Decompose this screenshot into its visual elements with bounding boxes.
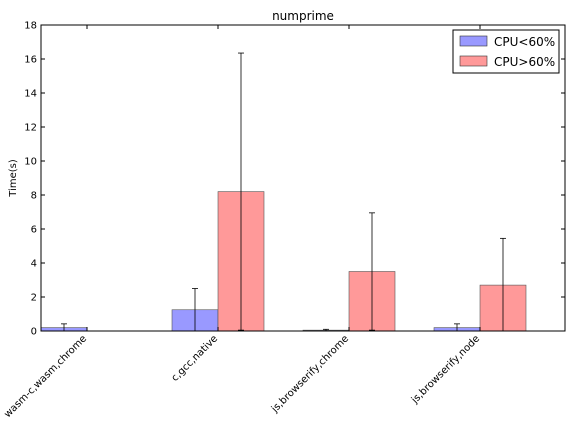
y-tick-label: 12 xyxy=(24,123,37,134)
y-tick-label: 0 xyxy=(31,327,37,338)
y-tick-label: 14 xyxy=(24,89,37,100)
legend-label-cpu-high: CPU>60% xyxy=(494,55,555,69)
x-tick-label-js-browserify-node: js,browserify,node xyxy=(409,333,482,406)
y-axis-label: Time(s) xyxy=(8,159,19,198)
legend-label-cpu-low: CPU<60% xyxy=(494,35,555,49)
legend-swatch-cpu-high xyxy=(459,55,488,67)
legend: CPU<60% CPU>60% xyxy=(452,29,560,74)
x-tick-label-c-gcc-native: c,gcc,native xyxy=(170,333,221,384)
errorbars-group xyxy=(61,52,506,332)
y-tick-label: 4 xyxy=(31,259,37,270)
legend-swatch-cpu-low xyxy=(459,35,488,47)
y-tick-label: 16 xyxy=(24,55,37,66)
bars-group xyxy=(40,191,527,332)
x-tick-label-wasm-c-wasm-chrome: wasm-c,wasm,chrome xyxy=(2,333,89,420)
y-tick-label: 6 xyxy=(31,225,37,236)
y-tick-label: 8 xyxy=(31,191,37,202)
x-tick-label-js-browserify-chrome: js,browserify,chrome xyxy=(269,333,351,415)
y-tick-label: 18 xyxy=(24,21,37,32)
y-axis: 0 2 4 6 8 10 12 14 16 18 xyxy=(24,21,565,338)
y-tick-label: 2 xyxy=(31,293,37,304)
y-tick-label: 10 xyxy=(24,157,37,168)
plot-frame xyxy=(40,24,566,332)
chart-title: numprime xyxy=(272,9,334,23)
